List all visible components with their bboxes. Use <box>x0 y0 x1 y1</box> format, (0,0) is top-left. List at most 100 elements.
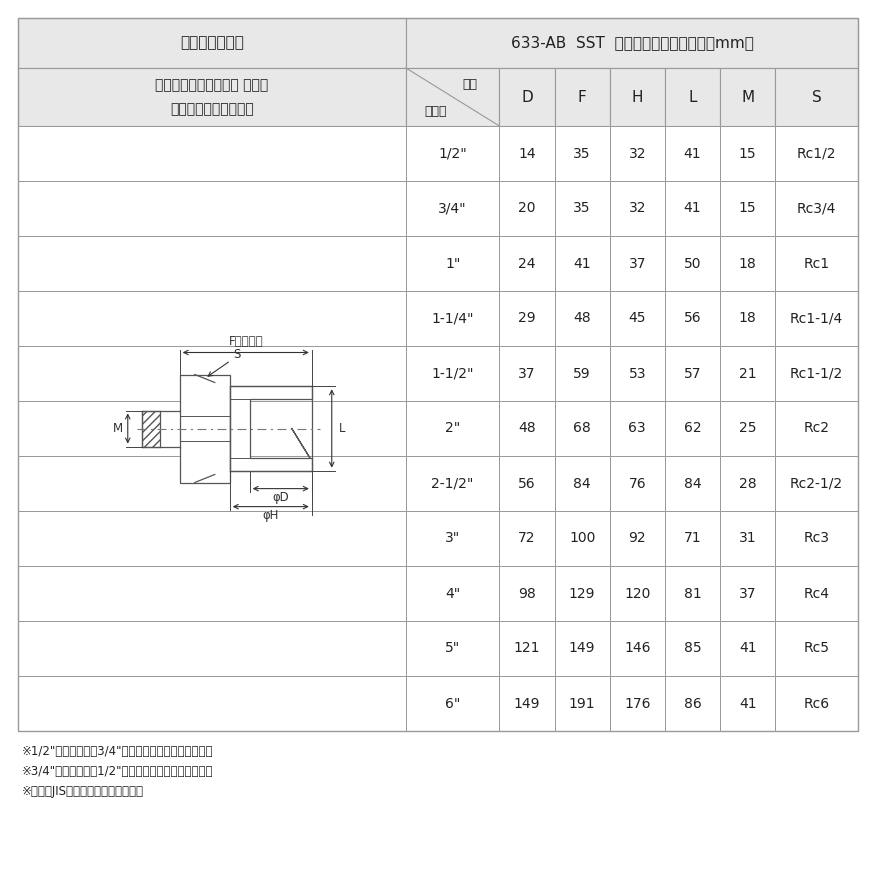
Bar <box>18 181 406 236</box>
Text: Rc1: Rc1 <box>803 257 830 271</box>
Bar <box>18 126 406 181</box>
Bar <box>775 676 858 731</box>
Bar <box>775 511 858 566</box>
Bar <box>665 401 720 456</box>
Text: 81: 81 <box>683 587 702 601</box>
Text: φD: φD <box>272 491 289 504</box>
Bar <box>555 566 610 621</box>
Bar <box>18 18 406 68</box>
Bar <box>775 68 858 126</box>
Text: Rc4: Rc4 <box>803 587 830 601</box>
Bar <box>499 346 555 401</box>
Bar <box>499 291 555 346</box>
Bar <box>665 456 720 511</box>
Bar <box>499 566 555 621</box>
Text: 98: 98 <box>518 587 536 601</box>
Bar <box>499 68 555 126</box>
Text: 2": 2" <box>445 421 460 435</box>
Bar <box>555 346 610 401</box>
Text: 62: 62 <box>683 421 702 435</box>
Text: 3": 3" <box>445 532 460 546</box>
Bar <box>720 401 775 456</box>
Text: 20: 20 <box>519 201 536 215</box>
Bar <box>720 126 775 181</box>
Bar <box>18 621 406 676</box>
Bar <box>555 236 610 291</box>
Bar <box>665 181 720 236</box>
Text: 41: 41 <box>683 201 702 215</box>
Text: 1-1/2": 1-1/2" <box>432 366 474 380</box>
Bar <box>406 401 499 456</box>
Bar <box>406 621 499 676</box>
Bar <box>610 401 665 456</box>
Bar <box>18 346 406 401</box>
Bar <box>18 291 406 346</box>
Text: カムアーム継手: カムアーム継手 <box>180 36 244 51</box>
Text: 25: 25 <box>738 421 756 435</box>
Bar <box>665 511 720 566</box>
Text: 18: 18 <box>738 257 757 271</box>
Bar <box>406 346 499 401</box>
Bar <box>720 511 775 566</box>
Text: 56: 56 <box>683 312 702 326</box>
Bar <box>720 621 775 676</box>
Text: 149: 149 <box>513 696 540 710</box>
Bar <box>18 676 406 731</box>
Bar <box>499 621 555 676</box>
Bar <box>720 676 775 731</box>
Text: 50: 50 <box>684 257 701 271</box>
Text: S: S <box>812 89 822 104</box>
Bar <box>499 511 555 566</box>
Text: 2-1/2": 2-1/2" <box>432 477 474 491</box>
Text: 84: 84 <box>573 477 591 491</box>
Bar <box>555 621 610 676</box>
Text: 191: 191 <box>569 696 596 710</box>
Bar <box>610 181 665 236</box>
Text: 56: 56 <box>518 477 536 491</box>
Text: 24: 24 <box>519 257 536 271</box>
Text: 45: 45 <box>629 312 646 326</box>
Bar <box>18 566 406 621</box>
Bar <box>610 621 665 676</box>
Text: 28: 28 <box>738 477 757 491</box>
Bar <box>665 126 720 181</box>
Text: 68: 68 <box>573 421 591 435</box>
Text: 72: 72 <box>519 532 536 546</box>
Bar <box>555 401 610 456</box>
Bar <box>720 346 775 401</box>
Bar <box>406 236 499 291</box>
Bar <box>499 676 555 731</box>
Bar <box>665 676 720 731</box>
Bar <box>499 456 555 511</box>
Text: 85: 85 <box>683 641 702 655</box>
Text: 57: 57 <box>684 366 701 380</box>
Bar <box>610 236 665 291</box>
Text: 35: 35 <box>574 146 591 160</box>
Bar <box>775 621 858 676</box>
Text: 21: 21 <box>738 366 757 380</box>
Bar <box>610 126 665 181</box>
Bar <box>18 236 406 291</box>
Text: 76: 76 <box>628 477 646 491</box>
Text: 14: 14 <box>518 146 536 160</box>
Text: 1": 1" <box>445 257 461 271</box>
Text: 633-AB  SST  サイズ別寸法表（単位：mm）: 633-AB SST サイズ別寸法表（単位：mm） <box>511 36 753 51</box>
Bar <box>720 236 775 291</box>
Bar <box>665 68 720 126</box>
Text: 6": 6" <box>445 696 461 710</box>
Bar <box>499 181 555 236</box>
Bar <box>555 676 610 731</box>
Bar <box>665 566 720 621</box>
Text: Rc3/4: Rc3/4 <box>797 201 837 215</box>
Text: 31: 31 <box>738 532 757 546</box>
Bar <box>775 291 858 346</box>
Text: ステンレススチール製: ステンレススチール製 <box>170 102 254 116</box>
Text: 84: 84 <box>683 477 702 491</box>
Text: Rc2-1/2: Rc2-1/2 <box>790 477 844 491</box>
Bar <box>406 566 499 621</box>
Bar <box>555 181 610 236</box>
Bar <box>775 126 858 181</box>
Text: 41: 41 <box>738 696 757 710</box>
Text: 4": 4" <box>445 587 460 601</box>
Bar <box>18 401 406 456</box>
